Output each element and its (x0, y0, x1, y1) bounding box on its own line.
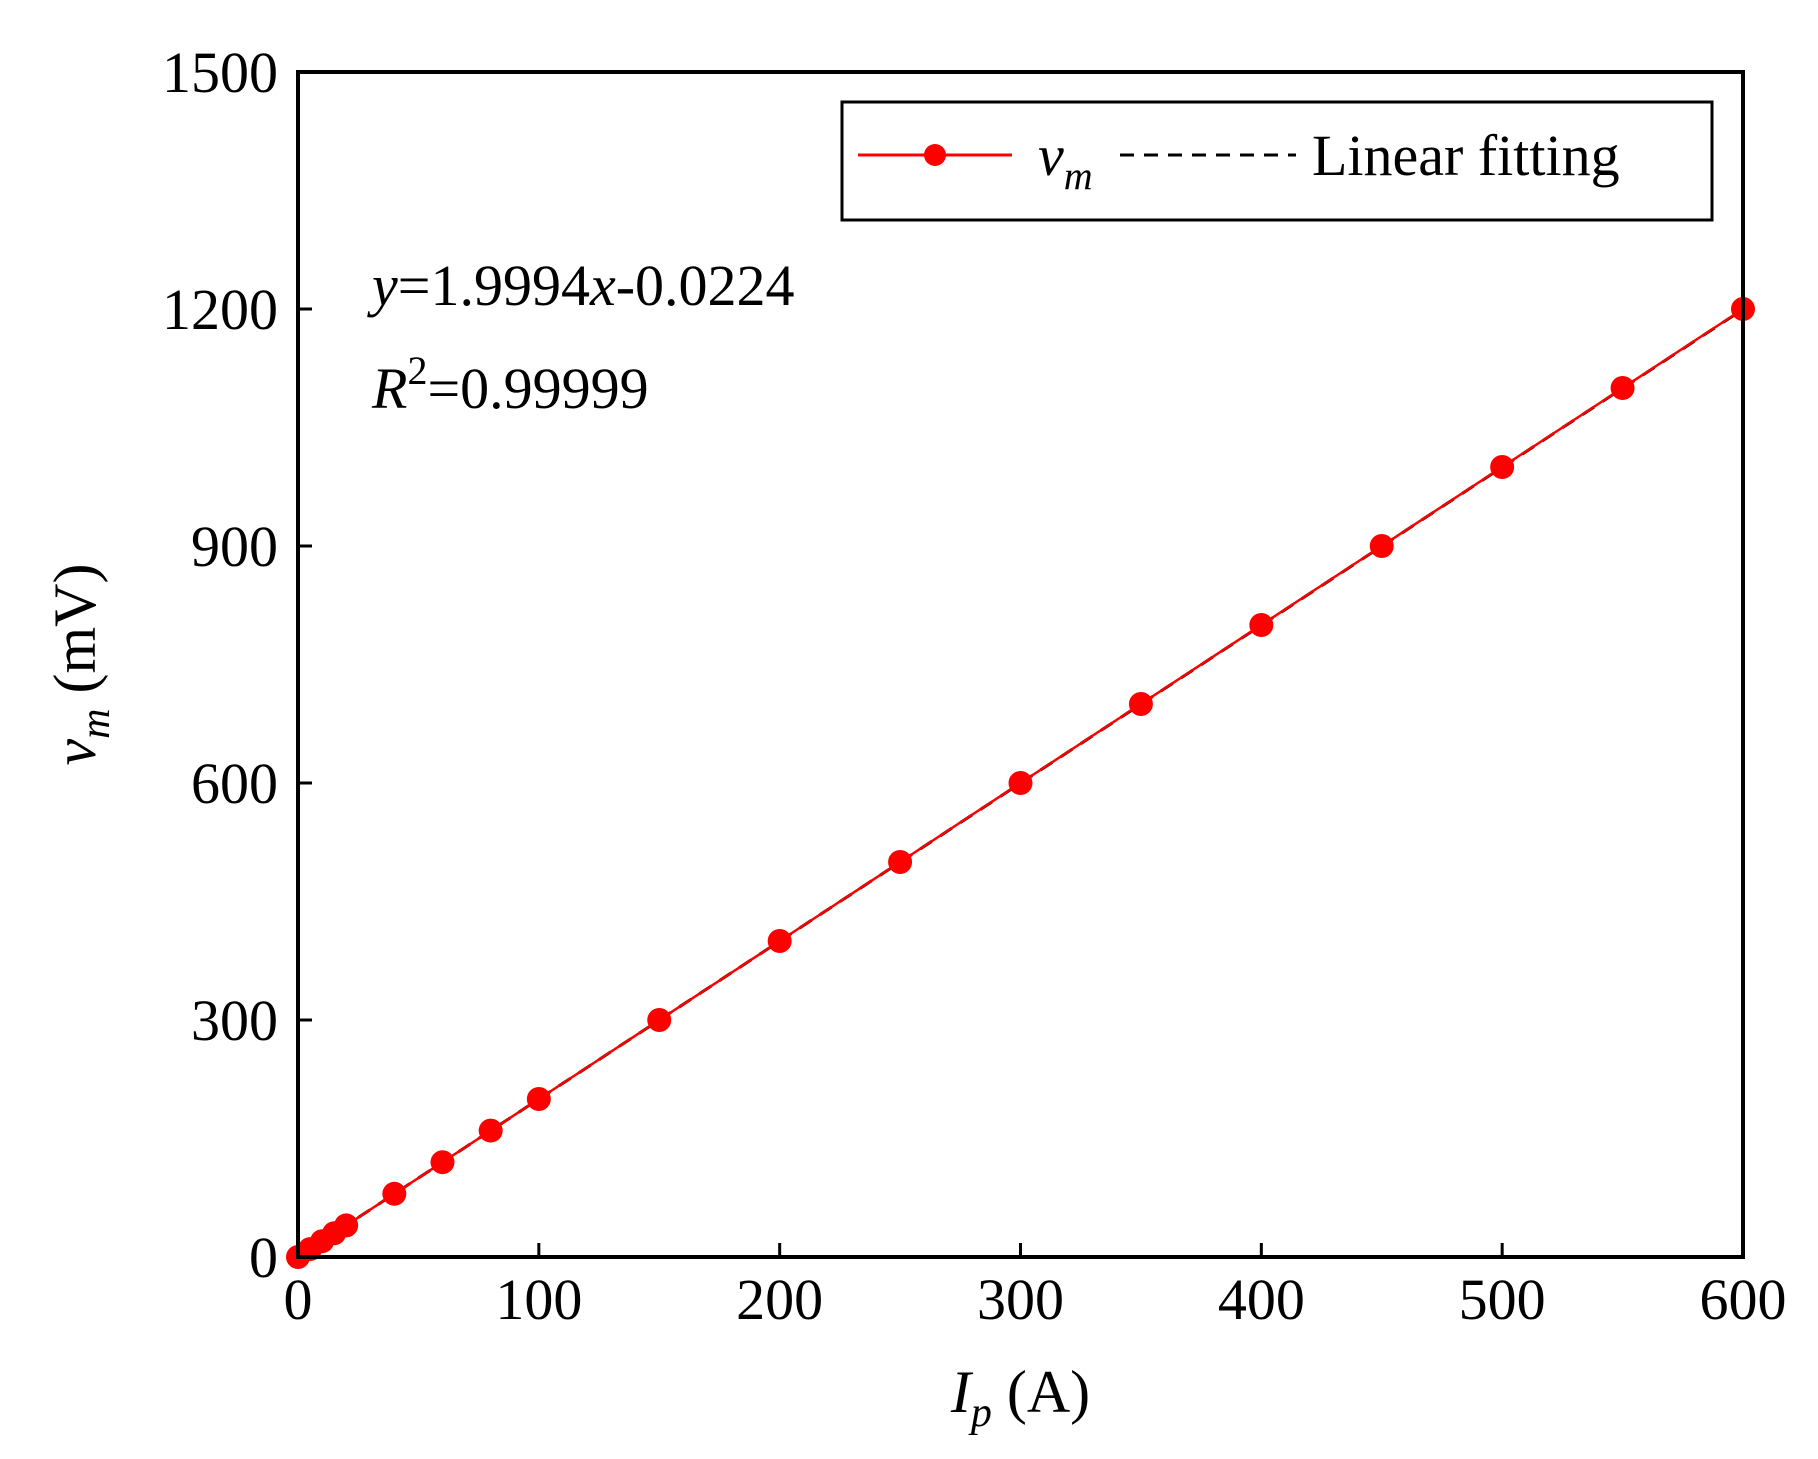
r-squared-var: R (371, 356, 407, 421)
x-tick-labels: 0 100 200 300 400 500 600 (284, 1267, 1787, 1332)
y-axis-sub: m (73, 708, 119, 738)
y-tick-label: 0 (249, 1225, 278, 1290)
vm-data-point (1610, 376, 1635, 400)
legend-fit-label: Linear fitting (1312, 123, 1620, 188)
vm-data-point (1490, 455, 1515, 479)
vm-data-point (767, 929, 792, 953)
y-tick-label: 300 (191, 988, 278, 1053)
legend-vm-var: v (1038, 123, 1064, 188)
legend-box (840, 100, 1714, 222)
r-squared-sup: 2 (407, 348, 427, 393)
x-tick-label: 200 (736, 1267, 823, 1332)
legend-vm-label: vm (1038, 123, 1093, 198)
fit-equation-x: x (589, 253, 616, 318)
fit-equation: y=1.9994x-0.0224 (367, 253, 795, 318)
y-tick-label: 900 (191, 514, 278, 579)
x-axis-sub: p (968, 1390, 992, 1436)
y-tick-label: 600 (191, 751, 278, 816)
y-axis-unit: (mV) (42, 564, 108, 709)
x-tick-label: 600 (1700, 1267, 1787, 1332)
vm-data-point (1008, 771, 1033, 795)
x-axis-unit: (A) (992, 1359, 1090, 1425)
legend: vm Linear fitting (840, 100, 1714, 222)
y-tick-label: 1200 (162, 277, 278, 342)
vm-data-point (334, 1213, 359, 1238)
vm-data-point (430, 1150, 455, 1175)
x-axis-title: Ip (A) (950, 1359, 1090, 1436)
y-axis-title: vm (mV) (42, 564, 119, 766)
r-squared-value: =0.99999 (427, 356, 648, 421)
legend-vm-sub: m (1064, 153, 1093, 198)
x-tick-label: 300 (977, 1267, 1064, 1332)
vm-data-point (1128, 692, 1153, 716)
fit-equation-intercept: -0.0224 (616, 253, 795, 318)
vm-data-point (478, 1118, 503, 1143)
vm-data-point (647, 1008, 672, 1032)
series-group (286, 297, 1755, 1269)
r-squared: R2=0.99999 (371, 348, 649, 421)
x-tick-label: 0 (284, 1267, 313, 1332)
fit-equation-y: y (367, 253, 398, 318)
y-tick-label: 1500 (162, 40, 278, 105)
y-tick-labels: 0 300 600 900 1200 1500 (162, 40, 278, 1290)
x-tick-label: 400 (1218, 1267, 1305, 1332)
x-tick-label: 500 (1459, 1267, 1546, 1332)
vm-data-point (888, 850, 913, 874)
x-axis-var: I (950, 1359, 974, 1425)
axis-ticks (296, 70, 1745, 1259)
x-tick-label: 100 (495, 1267, 582, 1332)
fit-equation-slope: =1.9994 (398, 253, 590, 318)
vm-data-point (1249, 613, 1274, 637)
y-axis-var: v (42, 738, 108, 765)
vm-data-point (1369, 534, 1394, 558)
plot-frame (296, 70, 1745, 1259)
vm-data-point (382, 1181, 407, 1206)
legend-vm-marker (924, 144, 946, 166)
vm-data-point (526, 1087, 551, 1111)
